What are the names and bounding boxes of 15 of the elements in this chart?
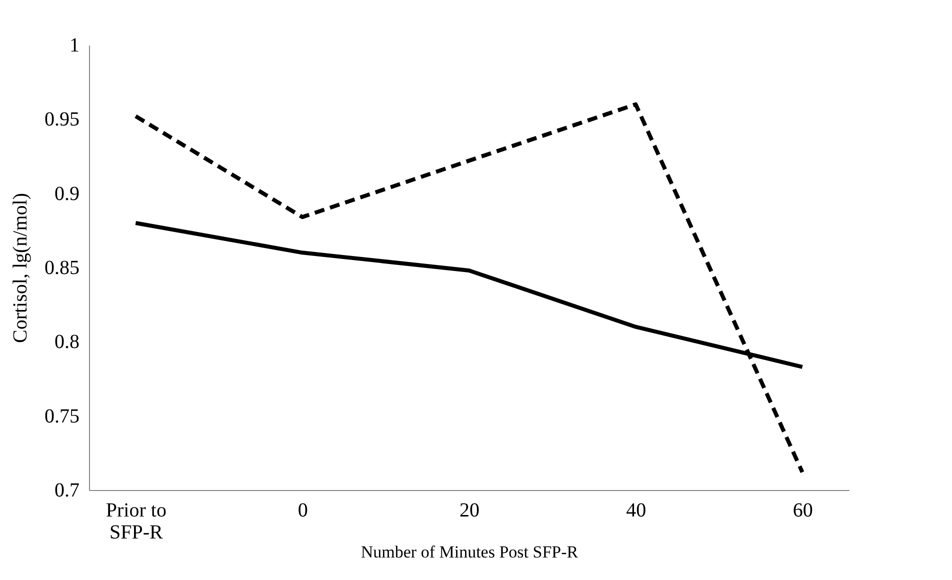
line-series [134, 102, 804, 474]
y-tick-label: 0.95 [44, 108, 80, 131]
x-tick-label: Prior to SFP-R [106, 500, 166, 544]
x-axis-title: Number of Minutes Post SFP-R [360, 542, 579, 562]
x-tick-label: 60 [792, 500, 813, 522]
x-tick-label: 0 [298, 500, 308, 522]
y-tick-label: 0.75 [44, 405, 80, 428]
y-axis-title: Cortisol, lg(n/mol) [10, 193, 32, 343]
y-tick-label: 0.85 [44, 257, 80, 279]
x-tick-label: 20 [460, 500, 480, 522]
x-tick-label: 40 [626, 500, 646, 522]
y-tick-label: 0.8 [54, 331, 80, 354]
y-tick-label: 0.7 [54, 480, 80, 502]
y-tick-label: 0.9 [54, 182, 80, 205]
y-tick-label: 1 [70, 34, 80, 56]
